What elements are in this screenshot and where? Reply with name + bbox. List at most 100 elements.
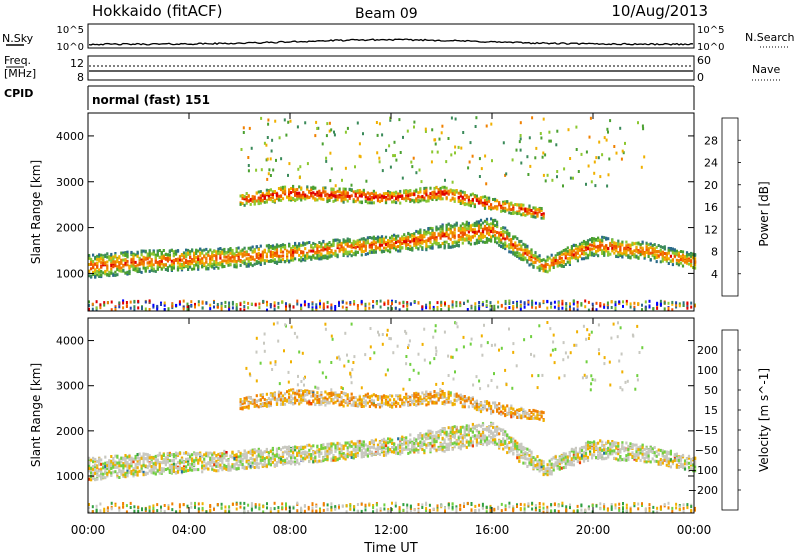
echo-cell (664, 302, 666, 305)
echo-cell (565, 307, 567, 310)
echo-cell (613, 145, 615, 148)
echo-cell (494, 237, 496, 240)
echo-cell (627, 256, 629, 259)
echo-cell (498, 239, 500, 242)
echo-cell (90, 263, 92, 266)
echo-cell (330, 188, 332, 191)
echo-cell (284, 190, 286, 193)
echo-cell (157, 250, 159, 253)
echo-cell (104, 254, 106, 257)
echo-cell (159, 472, 161, 475)
echo-cell (585, 252, 587, 255)
echo-cell (500, 210, 502, 213)
echo-cell (236, 263, 238, 266)
echo-cell (347, 449, 349, 452)
echo-cell (219, 452, 221, 455)
echo-cell (558, 301, 560, 304)
echo-cell (179, 466, 181, 469)
echo-cell (187, 249, 189, 252)
echo-cell (479, 157, 481, 160)
echo-cell (98, 253, 100, 256)
echo-cell (561, 259, 563, 262)
echo-cell (431, 160, 433, 163)
echo-cell (435, 193, 437, 196)
echo-cell (173, 267, 175, 270)
echo-cell (486, 201, 488, 204)
echo-cell (290, 250, 292, 253)
echo-cell (169, 258, 171, 261)
echo-cell (197, 459, 199, 462)
echo-cell (490, 123, 492, 126)
echo-cell (272, 256, 274, 259)
echo-cell (145, 457, 147, 460)
echo-cell (128, 465, 130, 468)
echo-cell (387, 300, 389, 303)
echo-cell (522, 258, 524, 261)
echo-cell (359, 189, 361, 192)
echo-cell (294, 463, 296, 466)
echo-cell (110, 464, 112, 467)
echo-cell (514, 203, 516, 206)
echo-cell (312, 250, 314, 253)
echo-cell (270, 463, 272, 466)
echo-cell (173, 250, 175, 253)
echo-cell (106, 252, 108, 255)
echo-cell (282, 446, 284, 449)
echo-cell (345, 243, 347, 246)
echo-cell (345, 240, 347, 243)
echo-cell (128, 270, 130, 273)
echo-cell (270, 450, 272, 453)
echo-cell (175, 250, 177, 253)
echo-cell (268, 454, 270, 457)
echo-cell (650, 246, 652, 249)
echo-cell (112, 457, 114, 460)
echo-cell (318, 448, 320, 451)
echo-cell (205, 302, 207, 305)
echo-cell (575, 244, 577, 247)
echo-cell (244, 262, 246, 265)
echo-cell (526, 208, 528, 211)
echo-cell (373, 193, 375, 196)
echo-cell (118, 269, 120, 272)
echo-cell (345, 198, 347, 201)
echo-cell (528, 264, 530, 267)
echo-cell (285, 308, 287, 311)
echo-cell (114, 466, 116, 469)
echo-cell (132, 460, 134, 463)
echo-cell (304, 303, 306, 306)
echo-cell (286, 452, 288, 455)
echo-cell (104, 270, 106, 273)
echo-cell (318, 241, 320, 244)
echo-cell (383, 240, 385, 243)
echo-cell (452, 245, 454, 248)
echo-cell (330, 442, 332, 445)
echo-cell (343, 447, 345, 450)
echo-cell (345, 191, 347, 194)
echo-cell (534, 254, 536, 257)
echo-cell (316, 127, 318, 130)
echo-cell (387, 194, 389, 197)
echo-cell (147, 453, 149, 456)
echo-cell (238, 253, 240, 256)
echo-cell (506, 237, 508, 240)
echo-cell (678, 259, 680, 262)
echo-cell (282, 255, 284, 258)
echo-cell (500, 227, 502, 230)
echo-cell (376, 302, 378, 305)
echo-cell (205, 257, 207, 260)
echo-cell (346, 308, 348, 311)
echo-cell (238, 460, 240, 463)
echo-cell (433, 241, 435, 244)
echo-cell (387, 244, 389, 247)
echo-cell (246, 452, 248, 455)
echo-cell (334, 239, 336, 242)
echo-cell (440, 301, 442, 304)
echo-cell (141, 271, 143, 274)
echo-cell (532, 261, 534, 264)
echo-cell (664, 307, 666, 310)
echo-cell (191, 453, 193, 456)
echo-cell (287, 121, 289, 124)
echo-cell (165, 468, 167, 471)
echo-cell (518, 248, 520, 251)
echo-cell (296, 454, 298, 457)
